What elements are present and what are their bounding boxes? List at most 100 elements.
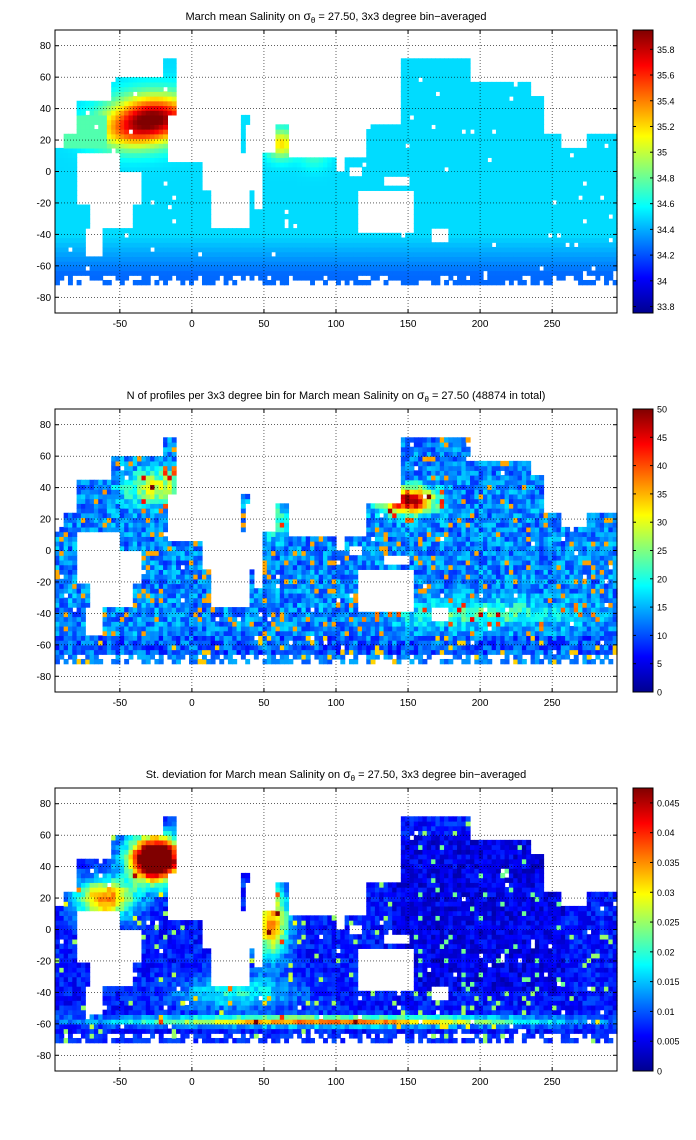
heatmap-cell <box>578 275 584 281</box>
heatmap-cell <box>141 574 147 580</box>
heatmap-cell <box>119 640 125 646</box>
heatmap-cell <box>457 265 462 272</box>
heatmap-cell <box>513 204 519 210</box>
heatmap-cell <box>586 218 592 224</box>
heatmap-cell <box>305 171 311 177</box>
heatmap-cell <box>500 129 506 135</box>
heatmap-cell <box>409 72 415 78</box>
heatmap-cell <box>361 251 367 257</box>
heatmap-cell <box>379 152 385 158</box>
heatmap-cell <box>150 96 156 102</box>
title-text: March mean Salinity on <box>185 11 303 23</box>
heatmap-cell <box>599 213 605 220</box>
heatmap-cell <box>158 597 164 603</box>
heatmap-cell <box>180 621 186 627</box>
heatmap-cell <box>72 616 78 622</box>
heatmap-cell <box>128 232 134 239</box>
heatmap-cell <box>418 228 424 234</box>
heatmap-cell <box>513 105 519 111</box>
heatmap-cell <box>275 180 281 187</box>
heatmap-cell <box>167 451 173 457</box>
heatmap-cell <box>154 592 160 599</box>
heatmap-cell <box>405 279 411 286</box>
heatmap-cell <box>119 460 125 467</box>
heatmap-cell <box>63 564 69 570</box>
heatmap-cell <box>163 522 168 528</box>
heatmap-cell <box>353 180 359 187</box>
heatmap-cell <box>448 91 454 97</box>
heatmap-cell <box>119 86 125 92</box>
heatmap-cell <box>396 162 402 168</box>
heatmap-cell <box>530 114 536 121</box>
heatmap-cell <box>279 256 285 262</box>
heatmap-cell <box>543 209 549 215</box>
heatmap-cell <box>470 110 475 116</box>
heatmap-cell <box>500 209 506 215</box>
heatmap-cell <box>124 640 130 646</box>
heatmap-cell <box>201 261 207 267</box>
heatmap-cell <box>534 199 540 206</box>
heatmap-cell <box>344 166 350 173</box>
heatmap-cell <box>474 232 480 239</box>
heatmap-cell <box>150 508 156 514</box>
heatmap-cell <box>426 204 432 210</box>
heatmap-cell <box>85 493 91 500</box>
heatmap-cell <box>336 251 341 257</box>
heatmap-cell <box>141 588 147 594</box>
heatmap-cell <box>106 143 112 149</box>
heatmap-cell <box>115 625 121 632</box>
heatmap-cell <box>275 166 281 173</box>
heatmap-cell <box>63 265 69 272</box>
heatmap-cell <box>67 531 73 537</box>
heatmap-cell <box>219 270 225 276</box>
heatmap-cell <box>400 147 406 154</box>
heatmap-cell <box>119 81 125 88</box>
heatmap-cell <box>353 246 359 253</box>
heatmap-cell <box>487 195 493 201</box>
heatmap-cell <box>63 232 69 239</box>
heatmap-cell <box>465 171 471 177</box>
heatmap-cell <box>560 204 566 210</box>
heatmap-cell <box>383 242 389 248</box>
heatmap-cell <box>478 246 484 253</box>
heatmap-cell <box>573 223 579 229</box>
heatmap-cell <box>249 209 255 215</box>
heatmap-cell <box>543 176 549 182</box>
heatmap-cell <box>526 133 532 140</box>
heatmap-cell <box>154 508 160 514</box>
heatmap-cell <box>439 58 445 64</box>
heatmap-cell <box>223 237 229 243</box>
heatmap-cell <box>145 157 151 163</box>
heatmap-cell <box>63 223 69 229</box>
heatmap-cell <box>253 261 259 267</box>
heatmap-cell <box>288 246 294 253</box>
heatmap-cell <box>275 147 281 154</box>
heatmap-cell <box>374 143 380 149</box>
heatmap-cell <box>547 251 553 257</box>
heatmap-cell <box>219 242 225 248</box>
heatmap-cell <box>163 176 168 182</box>
heatmap-cell <box>145 649 151 655</box>
heatmap-cell <box>145 237 151 243</box>
heatmap-cell <box>534 185 540 191</box>
heatmap-cell <box>495 232 501 239</box>
heatmap-cell <box>163 204 168 210</box>
heatmap-cell <box>55 635 60 641</box>
heatmap-cell <box>608 195 614 201</box>
heatmap-cell <box>595 133 601 140</box>
heatmap-cell <box>102 640 108 646</box>
heatmap-cell <box>578 166 584 173</box>
heatmap-cell <box>310 190 315 196</box>
heatmap-cell <box>150 162 156 168</box>
heatmap-cell <box>102 522 108 528</box>
heatmap-cell <box>444 157 449 163</box>
heatmap-cell <box>102 232 108 239</box>
heatmap-cell <box>141 232 147 239</box>
heatmap-cell <box>413 124 419 130</box>
heatmap-cell <box>176 185 181 191</box>
heatmap-cell <box>353 265 359 272</box>
heatmap-cell <box>167 180 173 187</box>
heatmap-cell <box>193 649 199 655</box>
heatmap-cell <box>59 251 65 257</box>
heatmap-cell <box>67 555 73 561</box>
